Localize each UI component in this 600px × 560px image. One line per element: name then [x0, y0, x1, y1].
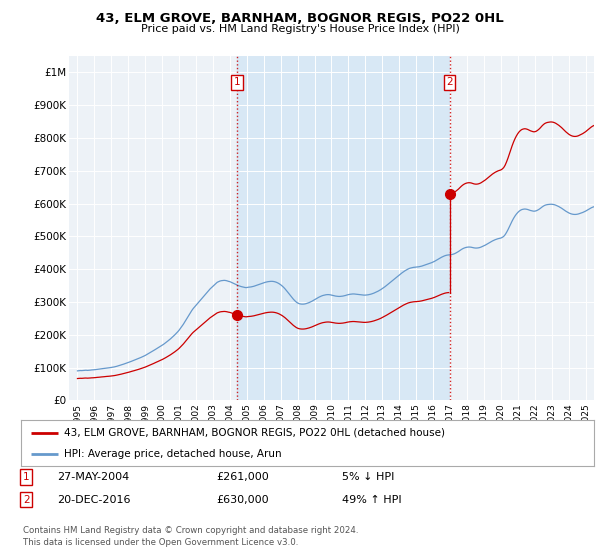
- Text: 20-DEC-2016: 20-DEC-2016: [57, 494, 131, 505]
- Text: 1: 1: [23, 472, 29, 482]
- Text: 5% ↓ HPI: 5% ↓ HPI: [342, 472, 394, 482]
- Text: 49% ↑ HPI: 49% ↑ HPI: [342, 494, 401, 505]
- Bar: [237, 56, 449, 400]
- Text: £630,000: £630,000: [216, 494, 269, 505]
- Text: HPI: Average price, detached house, Arun: HPI: Average price, detached house, Arun: [64, 450, 281, 459]
- Text: Price paid vs. HM Land Registry's House Price Index (HPI): Price paid vs. HM Land Registry's House …: [140, 24, 460, 34]
- Text: 43, ELM GROVE, BARNHAM, BOGNOR REGIS, PO22 0HL (detached house): 43, ELM GROVE, BARNHAM, BOGNOR REGIS, PO…: [64, 428, 445, 438]
- Text: This data is licensed under the Open Government Licence v3.0.: This data is licensed under the Open Gov…: [23, 538, 298, 547]
- Text: 1: 1: [233, 77, 240, 87]
- Text: 43, ELM GROVE, BARNHAM, BOGNOR REGIS, PO22 0HL: 43, ELM GROVE, BARNHAM, BOGNOR REGIS, PO…: [96, 12, 504, 25]
- Text: 2: 2: [23, 494, 29, 505]
- Text: 27-MAY-2004: 27-MAY-2004: [57, 472, 129, 482]
- Text: Contains HM Land Registry data © Crown copyright and database right 2024.: Contains HM Land Registry data © Crown c…: [23, 526, 358, 535]
- Text: £261,000: £261,000: [216, 472, 269, 482]
- Text: 2: 2: [446, 77, 453, 87]
